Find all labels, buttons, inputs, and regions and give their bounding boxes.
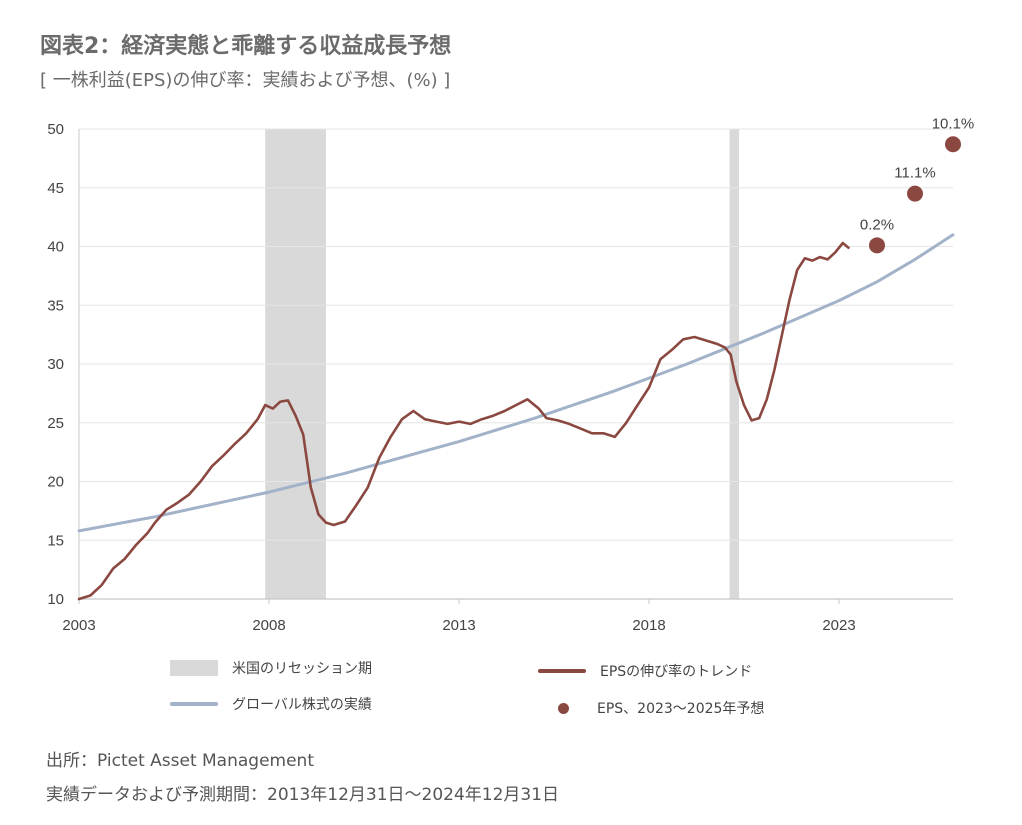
forecast-dot-2: [907, 185, 923, 202]
x-tick-label-2013: 2013: [442, 617, 475, 634]
y-tick-label-45: 45: [47, 180, 64, 197]
y-tick-label-25: 25: [47, 415, 64, 432]
legend-eps-trend-swatch: [538, 669, 586, 673]
y-tick-label-20: 20: [47, 474, 64, 491]
chart-title: 図表2：経済実態と乖離する収益成長予想: [40, 34, 452, 59]
legend-eps-trend: EPSの伸び率のトレンド: [538, 661, 752, 681]
y-tick-label-15: 15: [47, 532, 64, 549]
legend-global-equity: グローバル株式の実績: [170, 694, 372, 714]
chart-subtitle: [ 一株利益(EPS)の伸び率：実績および予想、(%) ]: [40, 70, 451, 91]
legend-recession-label: 米国のリセッション期: [232, 661, 372, 677]
forecast-dot-1: [869, 237, 885, 254]
x-tick-label-2023: 2023: [822, 617, 855, 634]
global-equity-line: [77, 233, 955, 533]
x-tick-label-2003: 2003: [62, 617, 95, 634]
y-tick-label-30: 30: [47, 356, 64, 373]
legend-eps-forecast-label: EPS、2023〜2025年予想: [597, 701, 765, 717]
y-tick-label-10: 10: [47, 591, 64, 608]
y-tick-label-40: 40: [47, 239, 64, 256]
source-note: 出所：Pictet Asset Management: [46, 751, 314, 771]
x-tick-label-2018: 2018: [632, 617, 665, 634]
period-note: 実績データおよび予測期間：2013年12月31日〜2024年12月31日: [46, 785, 560, 805]
legend-global-equity-swatch: [170, 702, 218, 706]
x-tick-label-2008: 2008: [252, 617, 285, 634]
eps-chart: 10 15 20 25 30 35 40 45 50 2003 2008 2013 2018 2023 0.…: [47, 115, 975, 634]
eps-trend-line: [77, 241, 850, 601]
y-tick-label-35: 35: [47, 297, 64, 314]
legend-global-equity-label: グローバル株式の実績: [232, 697, 372, 713]
forecast-label-2: 11.1%: [894, 165, 935, 182]
legend-eps-trend-label: EPSの伸び率のトレンド: [600, 664, 753, 680]
forecast-label-3: 10.1%: [932, 115, 975, 132]
forecast-dot-3: [945, 136, 961, 153]
legend-eps-forecast: EPS、2023〜2025年予想: [538, 698, 764, 718]
legend-recession-swatch: [170, 660, 218, 676]
legend-eps-forecast-swatch: [558, 702, 569, 714]
legend-recession: 米国のリセッション期: [170, 658, 372, 678]
y-tick-label-50: 50: [47, 121, 64, 138]
forecast-label-1: 0.2%: [860, 216, 894, 233]
